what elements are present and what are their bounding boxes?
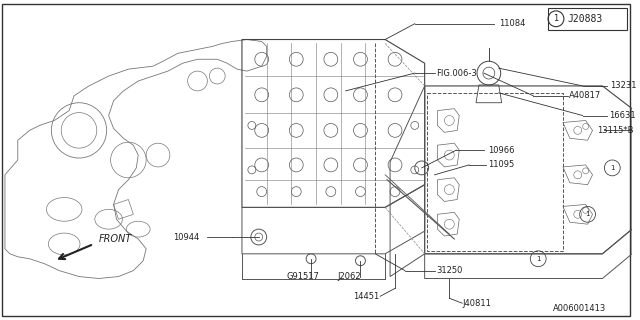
- Text: A006001413: A006001413: [553, 304, 606, 313]
- Text: 16631: 16631: [609, 111, 636, 120]
- Text: J40811: J40811: [462, 299, 491, 308]
- Text: FRONT: FRONT: [99, 234, 132, 244]
- Text: 10944: 10944: [173, 233, 199, 242]
- Text: 31250: 31250: [436, 266, 463, 275]
- Text: FIG.006-3: FIG.006-3: [436, 68, 477, 77]
- Text: A40817: A40817: [569, 91, 601, 100]
- Text: 14451: 14451: [353, 292, 380, 301]
- Text: 10966: 10966: [488, 146, 515, 155]
- Text: J2062: J2062: [338, 272, 362, 281]
- Text: J20883: J20883: [568, 14, 603, 24]
- Text: 1: 1: [610, 165, 614, 171]
- Text: 11095: 11095: [488, 160, 514, 169]
- Bar: [548, 8, 627, 30]
- Text: 1: 1: [536, 256, 540, 262]
- Text: 1: 1: [554, 14, 559, 23]
- Text: 13231: 13231: [611, 81, 637, 91]
- Text: 13115*B: 13115*B: [598, 126, 634, 135]
- Text: G91517: G91517: [286, 272, 319, 281]
- Text: 11084: 11084: [499, 19, 525, 28]
- Text: 1: 1: [586, 211, 590, 217]
